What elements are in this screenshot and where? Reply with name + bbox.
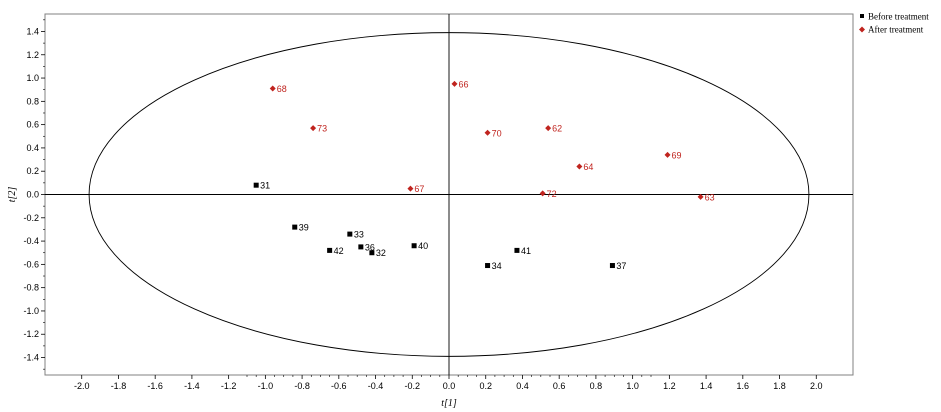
- y-tick-label: -1.2: [23, 329, 39, 339]
- point-marker-before-treatment: [514, 247, 520, 253]
- x-tick-label: 2.0: [810, 381, 823, 391]
- point-label: 40: [418, 241, 428, 251]
- point-marker-before-treatment: [292, 224, 298, 230]
- y-tick-label: -0.2: [23, 213, 39, 223]
- point-label: 68: [277, 84, 287, 94]
- point-label: 66: [459, 79, 469, 89]
- x-tick-label: -1.6: [147, 381, 163, 391]
- point-marker-after-treatment: [664, 151, 671, 158]
- legend-marker-after-treatment: [859, 26, 865, 33]
- point-label: 32: [376, 248, 386, 258]
- point-label: 73: [317, 124, 327, 134]
- legend-label-before-treatment: Before treatment: [868, 12, 929, 22]
- point-marker-after-treatment: [269, 85, 276, 92]
- y-tick-label: 0.4: [26, 143, 39, 153]
- point-label: 62: [552, 124, 562, 134]
- legend: Before treatment After treatment: [859, 12, 929, 35]
- x-tick-label: -1.2: [221, 381, 237, 391]
- y-tick-label: 0.0: [26, 190, 39, 200]
- point-label: 64: [583, 162, 593, 172]
- point-marker-before-treatment: [485, 263, 491, 269]
- x-tick-label: -2.0: [74, 381, 90, 391]
- y-tick-label: 1.4: [26, 26, 39, 36]
- point-label: 33: [354, 230, 364, 240]
- x-tick-label: 0.4: [516, 381, 529, 391]
- point-marker-before-treatment: [358, 244, 364, 250]
- x-axis-title: t[1]: [441, 398, 457, 409]
- point-label: 63: [705, 192, 715, 202]
- point-label: 41: [521, 246, 531, 256]
- x-tick-label: -1.0: [258, 381, 274, 391]
- x-tick-label: -1.8: [111, 381, 127, 391]
- tick-labels-group: -2.0 -1.8 -1.6 -1.4 -1.2 -1.0 -0.8 -0.6 -0.4 -0.2…: [23, 26, 822, 391]
- tick-marks-group: [41, 19, 817, 379]
- zero-axes-group: [45, 14, 853, 375]
- point-marker-after-treatment: [697, 193, 704, 200]
- point-marker-after-treatment: [545, 125, 552, 132]
- x-tick-label: 1.4: [700, 381, 713, 391]
- x-tick-label: 0.2: [479, 381, 492, 391]
- point-label: 34: [492, 261, 502, 271]
- point-label: 36: [365, 242, 375, 252]
- legend-label-after-treatment: After treatment: [868, 25, 924, 35]
- y-tick-label: -0.6: [23, 259, 39, 269]
- x-tick-label: -1.4: [184, 381, 200, 391]
- y-tick-label: 0.8: [26, 96, 39, 106]
- y-axis-title: t[2]: [7, 187, 18, 203]
- point-label: 42: [334, 246, 344, 256]
- x-tick-label: 1.8: [773, 381, 786, 391]
- point-label: 31: [260, 181, 270, 191]
- point-label: 37: [616, 261, 626, 271]
- point-label: 67: [414, 184, 424, 194]
- x-tick-label: -0.8: [294, 381, 310, 391]
- legend-marker-before-treatment: [860, 14, 864, 18]
- point-label: 39: [299, 223, 309, 233]
- x-tick-label: -0.4: [368, 381, 384, 391]
- point-marker-before-treatment: [253, 182, 259, 188]
- y-tick-label: 1.2: [26, 50, 39, 60]
- point-marker-after-treatment: [484, 129, 491, 136]
- x-tick-label: 1.2: [663, 381, 676, 391]
- point-marker-before-treatment: [327, 247, 333, 253]
- point-marker-before-treatment: [411, 243, 417, 249]
- y-tick-label: -1.4: [23, 353, 39, 363]
- point-label: 72: [547, 189, 557, 199]
- point-marker-after-treatment: [451, 80, 458, 87]
- x-tick-label: 1.0: [626, 381, 639, 391]
- x-tick-label: -0.2: [405, 381, 421, 391]
- point-marker-before-treatment: [347, 231, 353, 237]
- point-marker-after-treatment: [576, 163, 583, 170]
- point-marker-before-treatment: [369, 250, 375, 256]
- point-marker-after-treatment: [539, 190, 546, 197]
- point-marker-after-treatment: [310, 125, 317, 132]
- point-label: 69: [672, 150, 682, 160]
- x-tick-label: 0.0: [443, 381, 456, 391]
- y-tick-label: -1.0: [23, 306, 39, 316]
- point-marker-after-treatment: [407, 185, 414, 192]
- point-marker-before-treatment: [609, 263, 615, 269]
- y-tick-label: -0.8: [23, 283, 39, 293]
- y-tick-label: 0.2: [26, 166, 39, 176]
- y-tick-label: -0.4: [23, 236, 39, 246]
- y-tick-label: 1.0: [26, 73, 39, 83]
- x-tick-label: 0.6: [553, 381, 566, 391]
- y-tick-label: 0.6: [26, 120, 39, 130]
- x-tick-label: 0.8: [590, 381, 603, 391]
- x-tick-label: 1.6: [737, 381, 750, 391]
- point-label: 70: [492, 128, 502, 138]
- x-tick-label: -0.6: [331, 381, 347, 391]
